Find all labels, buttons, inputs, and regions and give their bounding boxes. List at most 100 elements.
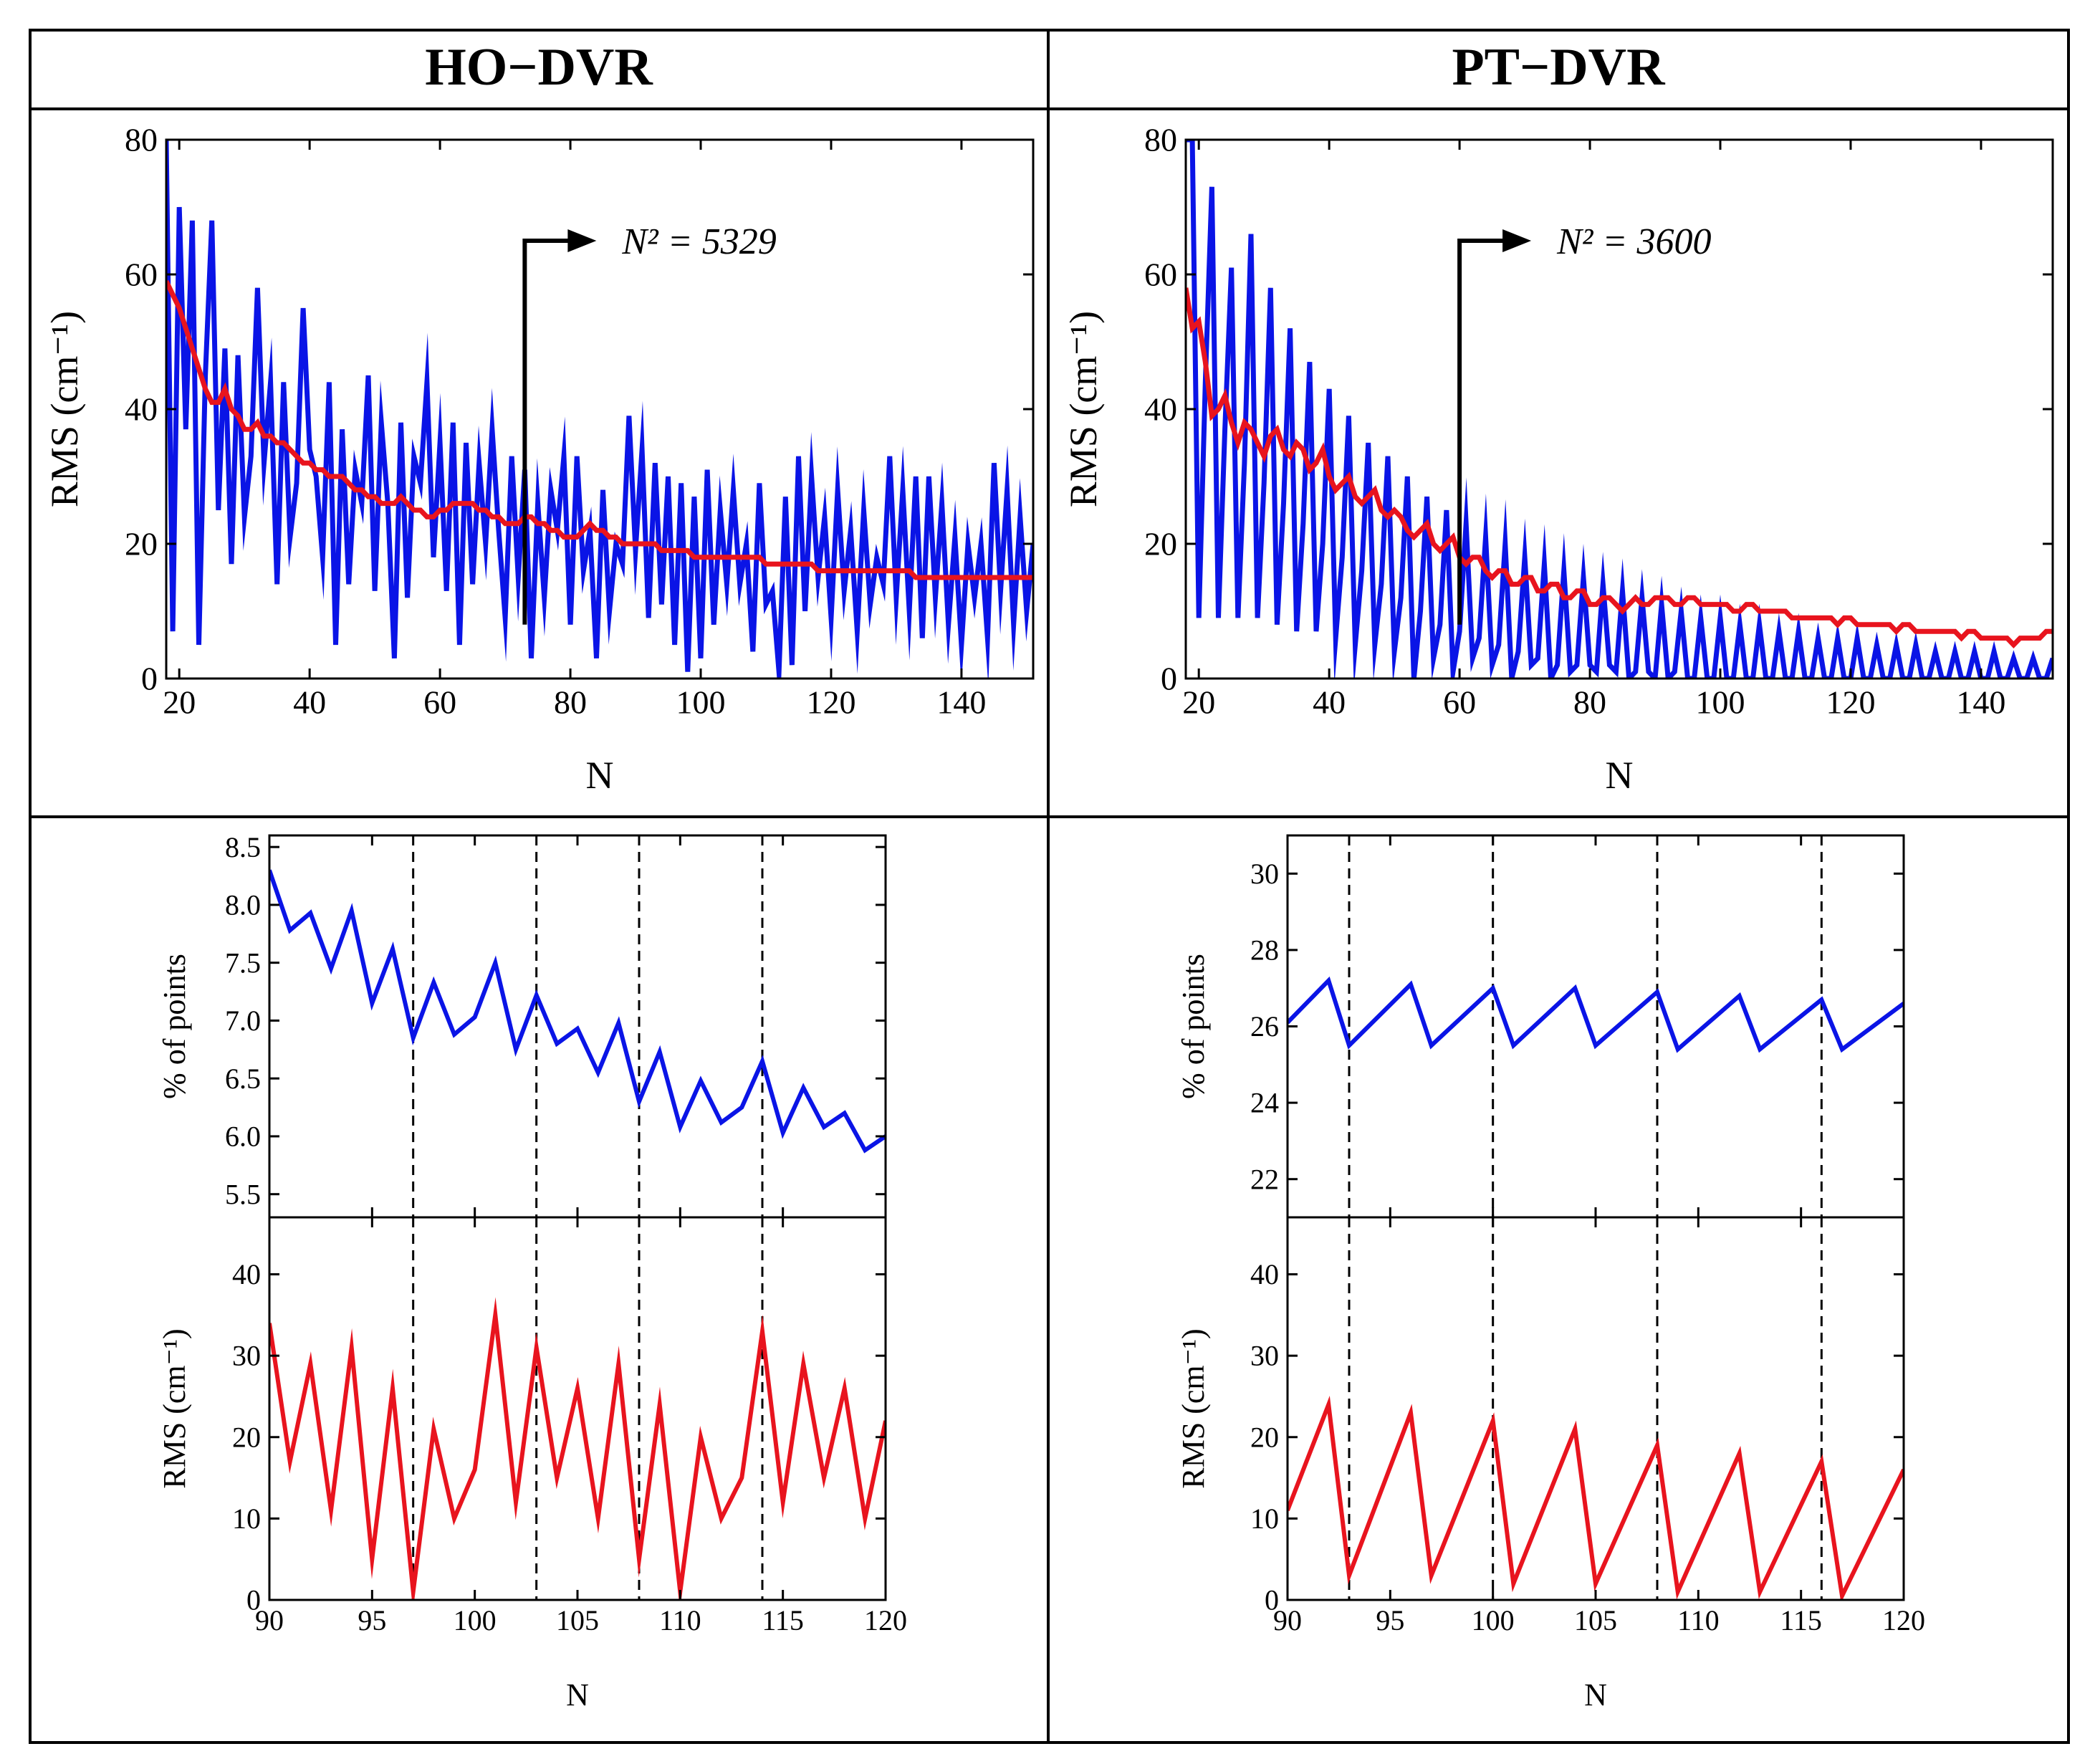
- annotation-label: N² = 5329: [621, 221, 776, 262]
- series-group: [1186, 140, 2053, 679]
- series-group: [269, 869, 886, 1154]
- x-tick-label: 100: [454, 1604, 497, 1636]
- red-series-line: [166, 279, 1033, 580]
- y-axis-label: RMS (cm⁻¹): [1062, 311, 1105, 507]
- x-tick-label: 110: [1677, 1604, 1720, 1636]
- x-tick-label: 140: [936, 684, 986, 720]
- y-axis-label: RMS (cm⁻¹): [157, 1328, 192, 1488]
- y-tick-label: 40: [1250, 1258, 1279, 1290]
- y-tick-label: 20: [125, 526, 158, 562]
- annotation-arrowhead: [1502, 229, 1532, 252]
- y-tick-label: 40: [125, 391, 158, 428]
- pt-pct-panel: 22 24 26 28 30 % of points: [1176, 834, 1905, 1219]
- y-tick-label: 20: [1144, 526, 1177, 562]
- y-tick-label: 6.5: [225, 1063, 261, 1095]
- annotation-arrowhead: [567, 229, 597, 252]
- y-tick-label: 22: [1250, 1163, 1279, 1195]
- x-axis-label: N: [1584, 1677, 1607, 1712]
- x-tick-label: 100: [1472, 1604, 1515, 1636]
- ho-rms-panel: 0 10 20 30 40 90 95 100 105 110 115 120 N RMS (cm⁻¹): [157, 1216, 907, 1712]
- x-tick-label: 40: [293, 684, 326, 720]
- x-axis-label: N: [1606, 754, 1634, 797]
- y-tick-label: 5.5: [225, 1178, 261, 1210]
- x-tick-label: 100: [1696, 684, 1745, 720]
- x-tick-label: 140: [1956, 684, 2005, 720]
- x-tick-label: 40: [1313, 684, 1346, 720]
- x-tick-label: 90: [1273, 1604, 1302, 1636]
- y-tick-label: 20: [232, 1421, 261, 1453]
- x-tick-label: 95: [1376, 1604, 1404, 1636]
- y-tick-label: 30: [1250, 858, 1279, 890]
- blue-series-line: [166, 140, 1033, 679]
- y-tick-label: 6.0: [225, 1121, 261, 1153]
- series-group: [269, 1297, 886, 1600]
- x-axis-label: N: [586, 754, 614, 797]
- x-tick-label: 120: [1826, 684, 1875, 720]
- y-tick-label: 7.5: [225, 946, 261, 979]
- y-tick-label: 8.0: [225, 889, 261, 921]
- y-axis-label: RMS (cm⁻¹): [1176, 1328, 1211, 1488]
- y-tick-label: 7.0: [225, 1005, 261, 1037]
- x-tick-label: 120: [806, 684, 855, 720]
- x-tick-label: 20: [163, 684, 196, 720]
- blue-series-line: [1288, 976, 1904, 1053]
- series-group: [1288, 976, 1904, 1053]
- y-tick-label: 40: [1144, 391, 1177, 428]
- red-series-line: [269, 1297, 886, 1600]
- y-tick-label: 26: [1250, 1010, 1279, 1042]
- x-tick-label: 115: [762, 1604, 804, 1636]
- y-tick-label: 0: [1161, 661, 1177, 697]
- annotation-arrow-line: [522, 239, 575, 625]
- table-grid: [29, 29, 2070, 1744]
- x-tick-label: 100: [676, 684, 726, 720]
- y-tick-label: 20: [1250, 1421, 1279, 1453]
- y-axis-label: % of points: [157, 954, 192, 1099]
- pt-rms-panel: 0 10 20 30 40 90 95 100 105 110 115 120 N RMS (cm⁻¹): [1176, 1216, 1925, 1712]
- y-tick-label: 10: [232, 1502, 261, 1535]
- y-tick-label: 8.5: [225, 831, 261, 863]
- header-ho-dvr: HO−DVR: [425, 38, 653, 97]
- x-tick-label: 115: [1780, 1604, 1822, 1636]
- y-tick-label: 28: [1250, 934, 1279, 967]
- y-axis-label: % of points: [1176, 954, 1211, 1099]
- x-tick-label: 105: [1574, 1604, 1617, 1636]
- y-tick-label: 24: [1250, 1087, 1279, 1119]
- x-tick-label: 80: [1573, 684, 1606, 720]
- annotation-label: N² = 3600: [1556, 221, 1711, 262]
- y-axis-label: RMS (cm⁻¹): [43, 311, 86, 507]
- x-tick-label: 95: [358, 1604, 386, 1636]
- y-tick-label: 60: [1144, 257, 1177, 293]
- red-series-line: [1186, 287, 2053, 649]
- series-group: [166, 140, 1033, 679]
- y-tick-label: 60: [125, 257, 158, 293]
- x-axis-label: N: [566, 1677, 589, 1712]
- x-tick-label: 60: [423, 684, 456, 720]
- x-tick-label: 20: [1182, 684, 1215, 720]
- x-tick-label: 120: [864, 1604, 907, 1636]
- blue-series-line: [1186, 140, 2053, 679]
- blue-series-line: [269, 869, 886, 1154]
- x-tick-label: 80: [554, 684, 587, 720]
- y-tick-label: 0: [1265, 1584, 1279, 1616]
- y-tick-label: 80: [125, 122, 158, 158]
- x-tick-label: 120: [1882, 1604, 1925, 1636]
- annotation-arrow-line: [1457, 239, 1510, 625]
- y-tick-label: 80: [1144, 122, 1177, 158]
- y-tick-label: 40: [232, 1258, 261, 1290]
- y-tick-label: 0: [141, 661, 158, 697]
- red-series-line: [1288, 1396, 1904, 1600]
- x-tick-label: 110: [659, 1604, 701, 1636]
- y-tick-label: 30: [1250, 1340, 1279, 1372]
- header-pt-dvr: PT−DVR: [1452, 38, 1666, 97]
- ho-pct-panel: 5.5 6.0 6.5 7.0 7.5 8.0 8.5 % of points: [157, 831, 887, 1219]
- y-tick-label: 0: [246, 1584, 261, 1616]
- y-tick-label: 30: [232, 1340, 261, 1372]
- x-tick-label: 90: [255, 1604, 284, 1636]
- x-tick-label: 105: [556, 1604, 599, 1636]
- series-group: [1288, 1396, 1904, 1600]
- x-tick-label: 60: [1443, 684, 1476, 720]
- y-tick-label: 10: [1250, 1502, 1279, 1535]
